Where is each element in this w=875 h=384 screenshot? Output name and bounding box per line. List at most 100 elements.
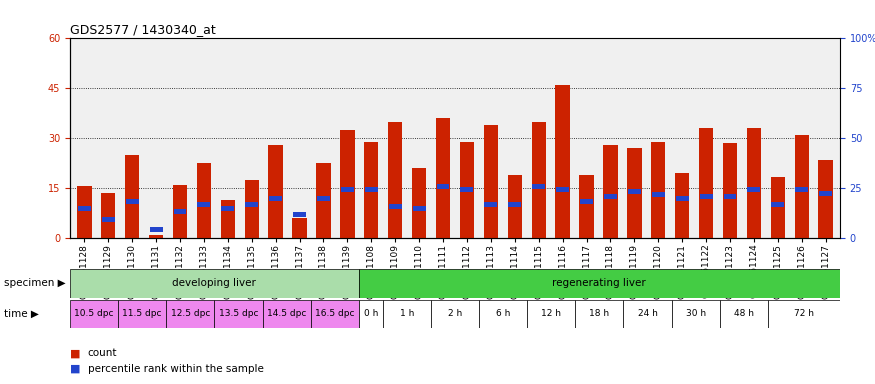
Bar — [507, 175, 522, 238]
Bar — [747, 187, 760, 192]
Bar — [652, 192, 665, 197]
Text: 1 h: 1 h — [400, 310, 414, 318]
Bar — [580, 199, 593, 204]
FancyBboxPatch shape — [672, 300, 719, 328]
FancyBboxPatch shape — [383, 300, 431, 328]
Bar — [723, 143, 737, 238]
Bar — [220, 200, 235, 238]
FancyBboxPatch shape — [262, 300, 311, 328]
Bar — [126, 199, 138, 204]
Bar — [245, 202, 258, 207]
Bar — [485, 202, 497, 207]
FancyBboxPatch shape — [118, 300, 166, 328]
Bar — [245, 180, 259, 238]
FancyBboxPatch shape — [623, 300, 672, 328]
Bar — [221, 206, 234, 210]
Text: 72 h: 72 h — [794, 310, 814, 318]
Bar — [627, 148, 641, 238]
Text: 14.5 dpc: 14.5 dpc — [267, 310, 306, 318]
Bar — [772, 202, 784, 207]
Text: 13.5 dpc: 13.5 dpc — [219, 310, 258, 318]
Text: developing liver: developing liver — [172, 278, 256, 288]
Bar — [604, 194, 617, 199]
Bar — [579, 175, 594, 238]
FancyBboxPatch shape — [359, 300, 383, 328]
Bar — [365, 187, 378, 192]
Bar — [270, 196, 282, 200]
Text: time ▶: time ▶ — [4, 309, 39, 319]
Bar — [531, 122, 546, 238]
Bar — [819, 191, 832, 196]
FancyBboxPatch shape — [311, 300, 359, 328]
Bar — [77, 187, 92, 238]
Bar — [556, 187, 569, 192]
FancyBboxPatch shape — [431, 300, 480, 328]
FancyBboxPatch shape — [480, 300, 527, 328]
FancyBboxPatch shape — [70, 300, 118, 328]
FancyBboxPatch shape — [719, 300, 768, 328]
Text: 11.5 dpc: 11.5 dpc — [123, 310, 162, 318]
Text: 16.5 dpc: 16.5 dpc — [315, 310, 354, 318]
Bar — [437, 184, 450, 189]
Bar — [364, 142, 379, 238]
Text: 48 h: 48 h — [734, 310, 753, 318]
Text: percentile rank within the sample: percentile rank within the sample — [88, 364, 263, 374]
Bar — [651, 142, 665, 238]
Text: ■: ■ — [70, 364, 80, 374]
Text: GDS2577 / 1430340_at: GDS2577 / 1430340_at — [70, 23, 216, 36]
Bar — [746, 128, 761, 238]
Bar — [102, 193, 116, 238]
Bar — [676, 196, 689, 200]
Bar — [292, 218, 307, 238]
FancyBboxPatch shape — [768, 300, 840, 328]
Bar — [436, 118, 451, 238]
Bar — [413, 206, 425, 210]
FancyBboxPatch shape — [214, 300, 262, 328]
Bar — [341, 187, 354, 192]
Text: 2 h: 2 h — [448, 310, 462, 318]
Text: regenerating liver: regenerating liver — [552, 278, 647, 288]
Bar — [150, 227, 163, 232]
Bar — [795, 187, 808, 192]
FancyBboxPatch shape — [527, 300, 576, 328]
Text: 10.5 dpc: 10.5 dpc — [74, 310, 114, 318]
Bar — [628, 189, 640, 194]
Bar — [484, 125, 498, 238]
Bar — [556, 85, 570, 238]
Bar — [675, 173, 690, 238]
FancyBboxPatch shape — [576, 300, 623, 328]
Bar — [317, 196, 330, 200]
Bar — [269, 145, 283, 238]
Text: 0 h: 0 h — [364, 310, 378, 318]
Bar — [388, 204, 402, 209]
Text: specimen ▶: specimen ▶ — [4, 278, 66, 288]
Bar — [700, 194, 712, 199]
FancyBboxPatch shape — [70, 269, 359, 298]
Bar — [173, 209, 186, 214]
Bar — [197, 163, 211, 238]
Bar — [508, 202, 522, 207]
Bar — [724, 194, 737, 199]
Text: 18 h: 18 h — [590, 310, 609, 318]
Bar — [771, 177, 785, 238]
Bar — [293, 212, 306, 217]
FancyBboxPatch shape — [166, 300, 214, 328]
Text: 24 h: 24 h — [638, 310, 657, 318]
Text: 12.5 dpc: 12.5 dpc — [171, 310, 210, 318]
Text: count: count — [88, 348, 117, 358]
Bar — [794, 135, 808, 238]
Bar — [78, 206, 91, 210]
Bar — [459, 142, 474, 238]
FancyBboxPatch shape — [359, 269, 840, 298]
Bar — [102, 217, 115, 222]
Text: ■: ■ — [70, 348, 80, 358]
Text: 30 h: 30 h — [686, 310, 706, 318]
Bar — [125, 155, 139, 238]
Bar — [173, 185, 187, 238]
Bar — [340, 130, 354, 238]
Text: 12 h: 12 h — [542, 310, 561, 318]
Bar — [460, 187, 473, 192]
Bar — [198, 202, 210, 207]
Bar — [388, 122, 402, 238]
Bar — [818, 160, 833, 238]
